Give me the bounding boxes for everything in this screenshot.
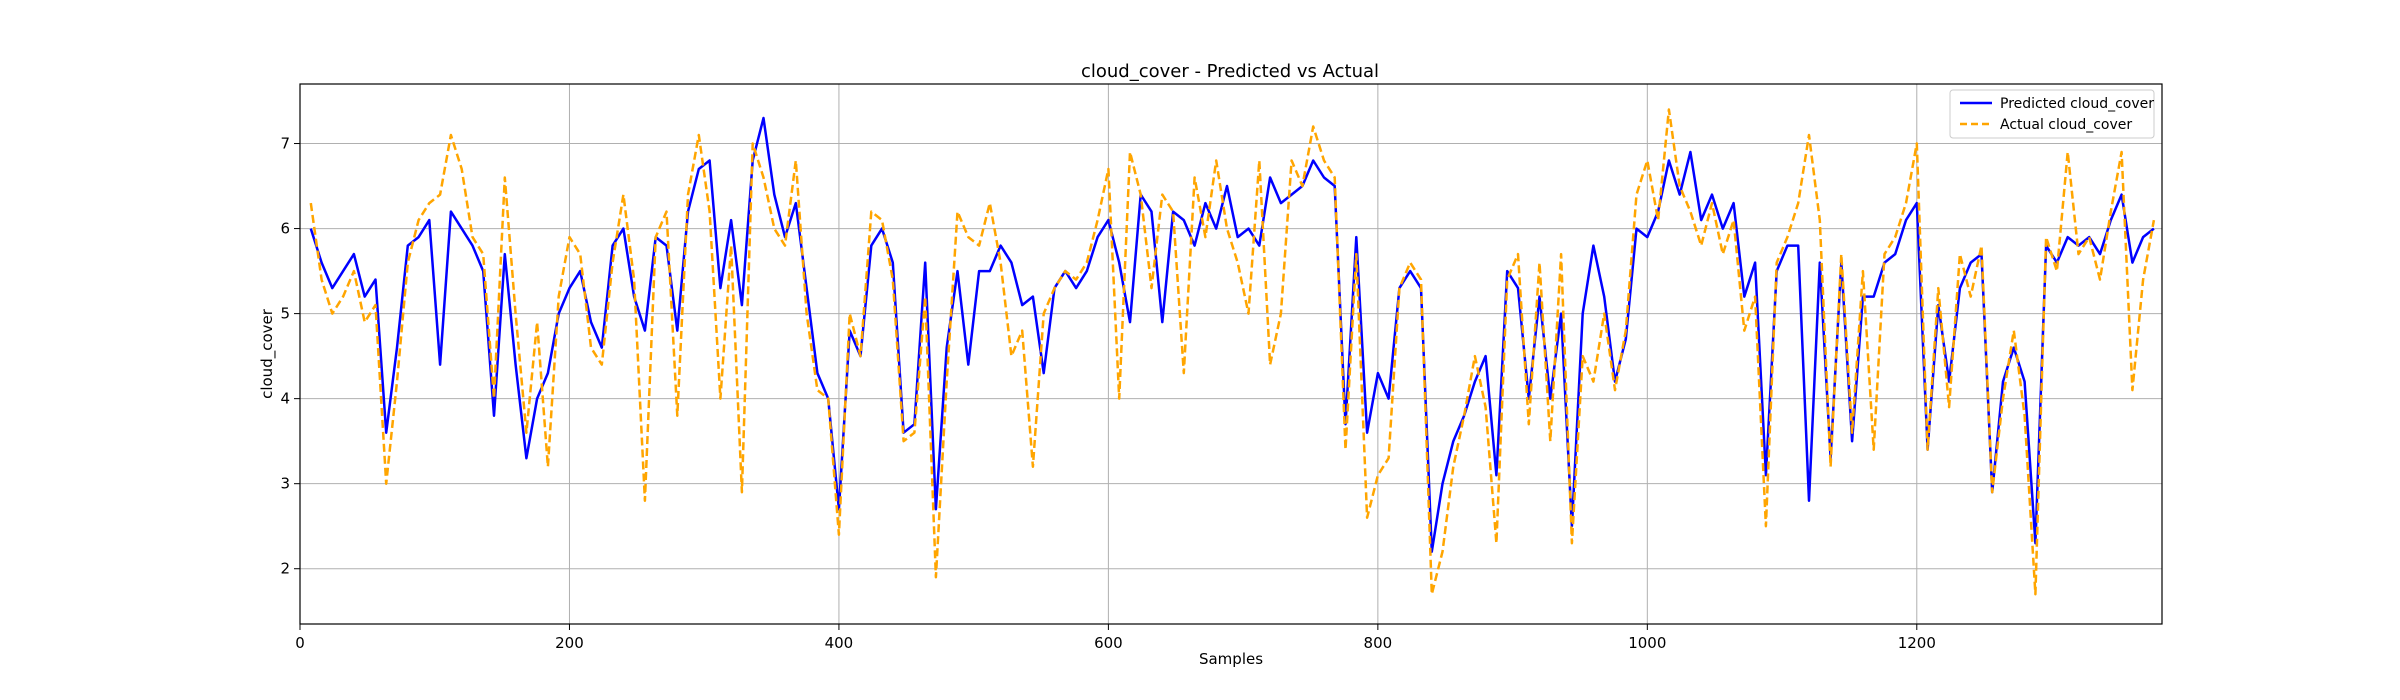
y-tick-label: 7 (280, 135, 290, 153)
x-tick-label: 0 (295, 634, 305, 652)
x-tick-label: 1000 (1628, 634, 1666, 652)
y-tick-label: 6 (280, 220, 290, 238)
plot-frame (299, 83, 2163, 625)
x-tick-label: 200 (555, 634, 584, 652)
y-tick-label: 5 (280, 305, 290, 323)
legend-label-predicted: Predicted cloud_cover (2000, 96, 2154, 112)
series-line-actual (309, 108, 2156, 596)
y-tick-label: 2 (280, 560, 290, 578)
y-tick-label: 3 (280, 475, 290, 493)
y-tick-label: 4 (280, 390, 290, 408)
x-tick-label: 1200 (1898, 634, 1936, 652)
y-axis: 2 3 4 5 6 7 (280, 135, 300, 578)
x-tick-label: 400 (825, 634, 854, 652)
x-axis: 0 200 400 600 800 1000 1200 (295, 624, 1936, 652)
x-tick-label: 600 (1094, 634, 1123, 652)
x-tick-label: 800 (1364, 634, 1393, 652)
legend-box (1949, 89, 2155, 139)
x-axis-label: Samples (1199, 650, 1263, 668)
y-axis-label: cloud_cover (258, 308, 277, 399)
plot-area (309, 108, 2156, 596)
chart-title: cloud_cover - Predicted vs Actual (1081, 61, 1379, 82)
legend-label-actual: Actual cloud_cover (2000, 117, 2132, 133)
grid (299, 84, 2162, 624)
series-line-predicted (309, 116, 2155, 553)
legend: Predicted cloud_cover Actual cloud_cover (1949, 89, 2155, 139)
